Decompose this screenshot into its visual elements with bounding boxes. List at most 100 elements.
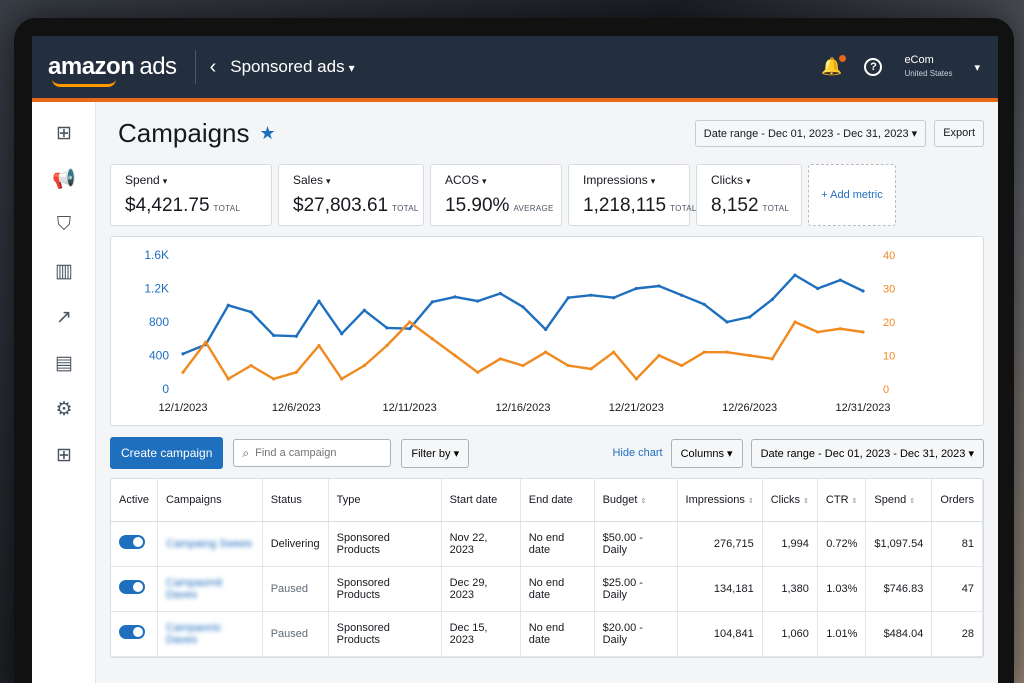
- account-switcher[interactable]: Sponsored ads ▾: [230, 57, 354, 77]
- table-date-range-picker[interactable]: Date range - Dec 01, 2023 - Dec 31, 2023…: [750, 438, 984, 468]
- campaign-link[interactable]: Campaing Swees: [165, 537, 253, 550]
- account-title: Sponsored ads: [230, 57, 345, 76]
- x-tick-label: 12/16/2023: [495, 402, 550, 414]
- campaign-link[interactable]: Campaomit Daves: [165, 576, 223, 601]
- sort-icon: ⇕: [747, 497, 754, 505]
- filter-label: Filter by: [411, 447, 451, 460]
- amazon-ads-logo[interactable]: amazon ads: [48, 53, 177, 87]
- active-toggle[interactable]: [119, 535, 145, 549]
- create-campaign-button[interactable]: Create campaign: [110, 437, 224, 469]
- end-date-cell: No end date: [520, 611, 595, 657]
- table-header-row: Active Campaigns Status Type Start date …: [111, 479, 983, 522]
- filter-by-button[interactable]: Filter by ▾: [401, 438, 470, 468]
- col-start-date[interactable]: Start date: [441, 479, 521, 522]
- status-cell: Paused: [262, 611, 329, 657]
- col-budget[interactable]: Budget ⇕: [594, 479, 678, 522]
- settings-gear-icon[interactable]: ⚙: [55, 398, 73, 420]
- y-left-tick-label: 1.2K: [144, 282, 169, 296]
- y-right-tick-label: 20: [883, 317, 895, 329]
- series-point-2: [793, 320, 797, 324]
- series-point-1: [838, 278, 842, 282]
- col-label: CTR: [825, 493, 849, 506]
- table-row: Campaonic Daves Paused Sponsored Product…: [111, 611, 983, 657]
- col-spend[interactable]: Spend ⇕: [865, 479, 933, 522]
- active-toggle[interactable]: [119, 625, 145, 639]
- series-point-2: [340, 377, 344, 381]
- series-point-1: [498, 291, 502, 296]
- y-left-tick-label: 1.6K: [144, 248, 169, 262]
- metric-card-spend[interactable]: Spend ▾ $4,421.75 TOTAL: [110, 164, 272, 226]
- account-menu[interactable]: eCom United States: [904, 53, 952, 81]
- search-input[interactable]: [255, 447, 376, 459]
- metric-value: 15.90%: [445, 195, 510, 216]
- budget-cell[interactable]: $25.00 - Daily: [594, 566, 678, 612]
- series-point-2: [634, 377, 638, 381]
- help-icon[interactable]: ?: [864, 58, 883, 76]
- logo-smile: [52, 79, 116, 87]
- metric-card-sales[interactable]: Sales ▾ $27,803.61 TOTAL: [278, 164, 424, 226]
- metric-card-impressions[interactable]: Impressions ▾ 1,218,115 TOTAL: [568, 164, 696, 226]
- series-point-2: [589, 367, 593, 371]
- series-point-2: [702, 350, 706, 354]
- col-status[interactable]: Status: [262, 479, 329, 522]
- series-point-2: [861, 330, 865, 334]
- series-point-2: [498, 357, 502, 361]
- table-date-range-label: Date range - Dec 01, 2023 - Dec 31, 2023: [760, 447, 966, 460]
- metric-cards: Spend ▾ $4,421.75 TOTAL Sales ▾ $27,803.61 T…: [110, 164, 984, 226]
- series-point-2: [430, 337, 434, 341]
- megaphone-icon[interactable]: 📢: [52, 169, 76, 190]
- columns-button[interactable]: Columns ▾: [670, 438, 743, 468]
- x-tick-label: 12/21/2023: [609, 402, 664, 414]
- campaign-link[interactable]: Campaonic Daves: [165, 621, 222, 646]
- col-type[interactable]: Type: [328, 479, 442, 522]
- grid-icon[interactable]: ⊞: [56, 122, 72, 144]
- shield-icon[interactable]: ⛉: [56, 214, 72, 235]
- metric-unit: AVERAGE: [513, 204, 554, 213]
- document-icon[interactable]: ▤: [55, 352, 73, 374]
- col-impressions[interactable]: Impressions ⇕: [677, 479, 763, 522]
- account-chevron-icon[interactable]: ▾: [974, 61, 980, 74]
- budget-cell[interactable]: $20.00 - Daily: [594, 611, 678, 657]
- series-point-1: [294, 334, 298, 338]
- metric-card-acos[interactable]: ACOS ▾ 15.90% AVERAGE: [430, 164, 562, 226]
- hide-chart-link[interactable]: Hide chart: [612, 447, 663, 459]
- metric-card-clicks[interactable]: Clicks ▾ 8,152 TOTAL: [696, 164, 802, 226]
- back-chevron-icon[interactable]: ‹: [209, 55, 217, 78]
- date-range-picker[interactable]: Date range - Dec 01, 2023 - Dec 31, 2023…: [694, 119, 927, 147]
- start-date-cell: Nov 22, 2023: [441, 521, 521, 567]
- col-campaigns[interactable]: Campaigns: [157, 479, 263, 522]
- notification-dot: [839, 55, 847, 62]
- series-point-1: [476, 299, 480, 303]
- favorite-star-icon[interactable]: ★: [259, 122, 276, 143]
- metric-label: Spend: [125, 173, 160, 187]
- export-button[interactable]: Export: [934, 119, 984, 147]
- series-point-1: [430, 300, 434, 304]
- y-right-tick-label: 30: [883, 284, 895, 296]
- col-clicks[interactable]: Clicks ⇕: [762, 479, 818, 522]
- chevron-down-icon: ▾: [162, 176, 168, 186]
- col-end-date[interactable]: End date: [520, 479, 595, 522]
- series-point-2: [453, 353, 457, 358]
- series-point-1: [702, 302, 706, 307]
- sort-icon: ⇕: [803, 497, 809, 505]
- series-point-1: [362, 308, 366, 312]
- col-orders[interactable]: Orders: [931, 479, 983, 522]
- apps-grid-icon[interactable]: ⊞: [56, 444, 72, 466]
- campaign-search[interactable]: ⌕: [233, 439, 392, 467]
- metric-value: 1,218,115: [583, 195, 667, 216]
- col-ctr[interactable]: CTR ⇕: [817, 479, 867, 522]
- type-cell: Sponsored Products: [328, 611, 442, 657]
- active-toggle[interactable]: [119, 580, 145, 594]
- series-point-1: [861, 289, 865, 293]
- table-toolbar: Create campaign ⌕ Filter by ▾ Hide chart…: [110, 436, 984, 470]
- trend-icon[interactable]: ↗: [56, 306, 72, 328]
- chevron-down-icon: ▾: [650, 176, 656, 186]
- bar-chart-icon[interactable]: ▥: [55, 260, 73, 282]
- budget-cell[interactable]: $50.00 - Daily: [594, 521, 678, 567]
- col-active[interactable]: Active: [111, 479, 158, 522]
- notification-bell-icon[interactable]: 🔔: [821, 55, 847, 77]
- add-metric-button[interactable]: + Add metric: [808, 164, 896, 226]
- spend-cell: $484.04: [865, 611, 933, 657]
- table-row: Campaing Swees Delivering Sponsored Prod…: [111, 521, 983, 567]
- col-label: Budget: [602, 493, 638, 506]
